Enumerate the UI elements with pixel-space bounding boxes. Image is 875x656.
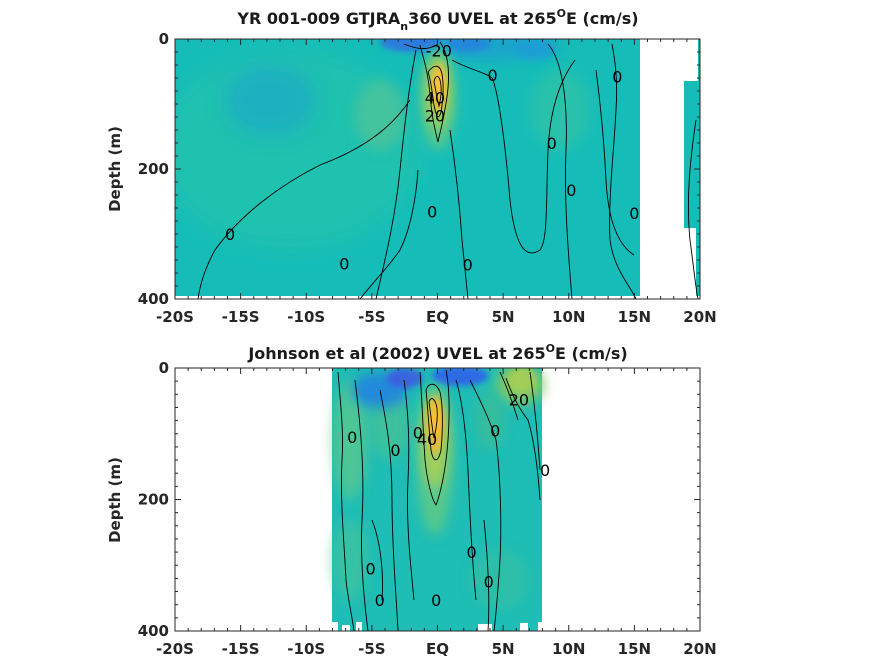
y-tick-label: 200 [138,160,169,178]
panel-model-title: YR 001-009 GTJRAn360 UVEL at 265OE (cm/s… [236,7,638,33]
y-tick-label: 400 [138,622,169,640]
contour-label: 0 [365,560,375,579]
panel-observations: Johnson et al (2002) UVEL at 265OE (cm/s… [106,342,717,656]
contours-model [197,41,699,299]
contour-label: 20 [509,391,529,410]
contour-label: 0 [467,543,477,562]
x-tick-label: 10N [552,640,585,656]
x-tick-label: -5S [358,308,385,326]
y-tick-label: 400 [138,290,169,308]
y-axis-observations: Depth (m) [106,457,124,543]
contour-label: 40 [425,89,445,108]
contour-label: 0 [427,202,437,221]
x-tick-label: 10N [552,308,585,326]
y-axis-label-observations: Depth (m) [106,457,124,543]
x-tick-label: -10S [287,640,325,656]
x-tick-label: 15N [618,640,651,656]
contour-label: 40 [417,430,437,449]
y-axis-label-model: Depth (m) [106,126,124,212]
y-axis-model: Depth (m) [106,126,124,212]
x-tick-label: 5N [492,640,515,656]
y-tick-label: 0 [159,359,169,377]
x-tick-label: -15S [222,308,260,326]
contour-label: 20 [425,107,445,126]
y-tick-label: 0 [159,30,169,48]
contour-label: 0 [463,256,473,275]
contour-label: 0 [547,134,557,153]
x-tick-label: 20N [683,308,716,326]
x-tick-label: EQ [426,308,449,326]
panel-model: YR 001-009 GTJRAn360 UVEL at 265OE (cm/s… [106,7,717,326]
contour-label: 0 [629,204,639,223]
contour-label: 0 [225,225,235,244]
contour-label: 0 [347,428,357,447]
x-tick-label: -20S [156,640,194,656]
contour-label: 0 [566,181,576,200]
x-tick-label: -15S [222,640,260,656]
panel-observations-title: Johnson et al (2002) UVEL at 265OE (cm/s… [247,342,627,363]
contour-label: 0 [339,254,349,273]
contour-label: 0 [540,461,550,480]
contour-label: 0 [375,591,385,610]
contour-label: 0 [490,421,500,440]
y-tick-label: 200 [138,491,169,509]
x-tick-label: 15N [618,308,651,326]
x-tick-label: 20N [683,640,716,656]
x-tick-label: -10S [287,308,325,326]
x-tick-label: 5N [492,308,515,326]
contours-observations [337,369,541,631]
contour-label: 0 [390,441,400,460]
x-tick-label: -20S [156,308,194,326]
contour-label: 0 [484,573,494,592]
contour-label: -20 [426,42,452,61]
x-tick-label: EQ [426,640,449,656]
contour-label: 0 [413,423,423,442]
contour-label: 0 [612,68,622,87]
contour-label: 0 [431,591,441,610]
contour-label: 0 [488,66,498,85]
x-tick-label: -5S [358,640,385,656]
